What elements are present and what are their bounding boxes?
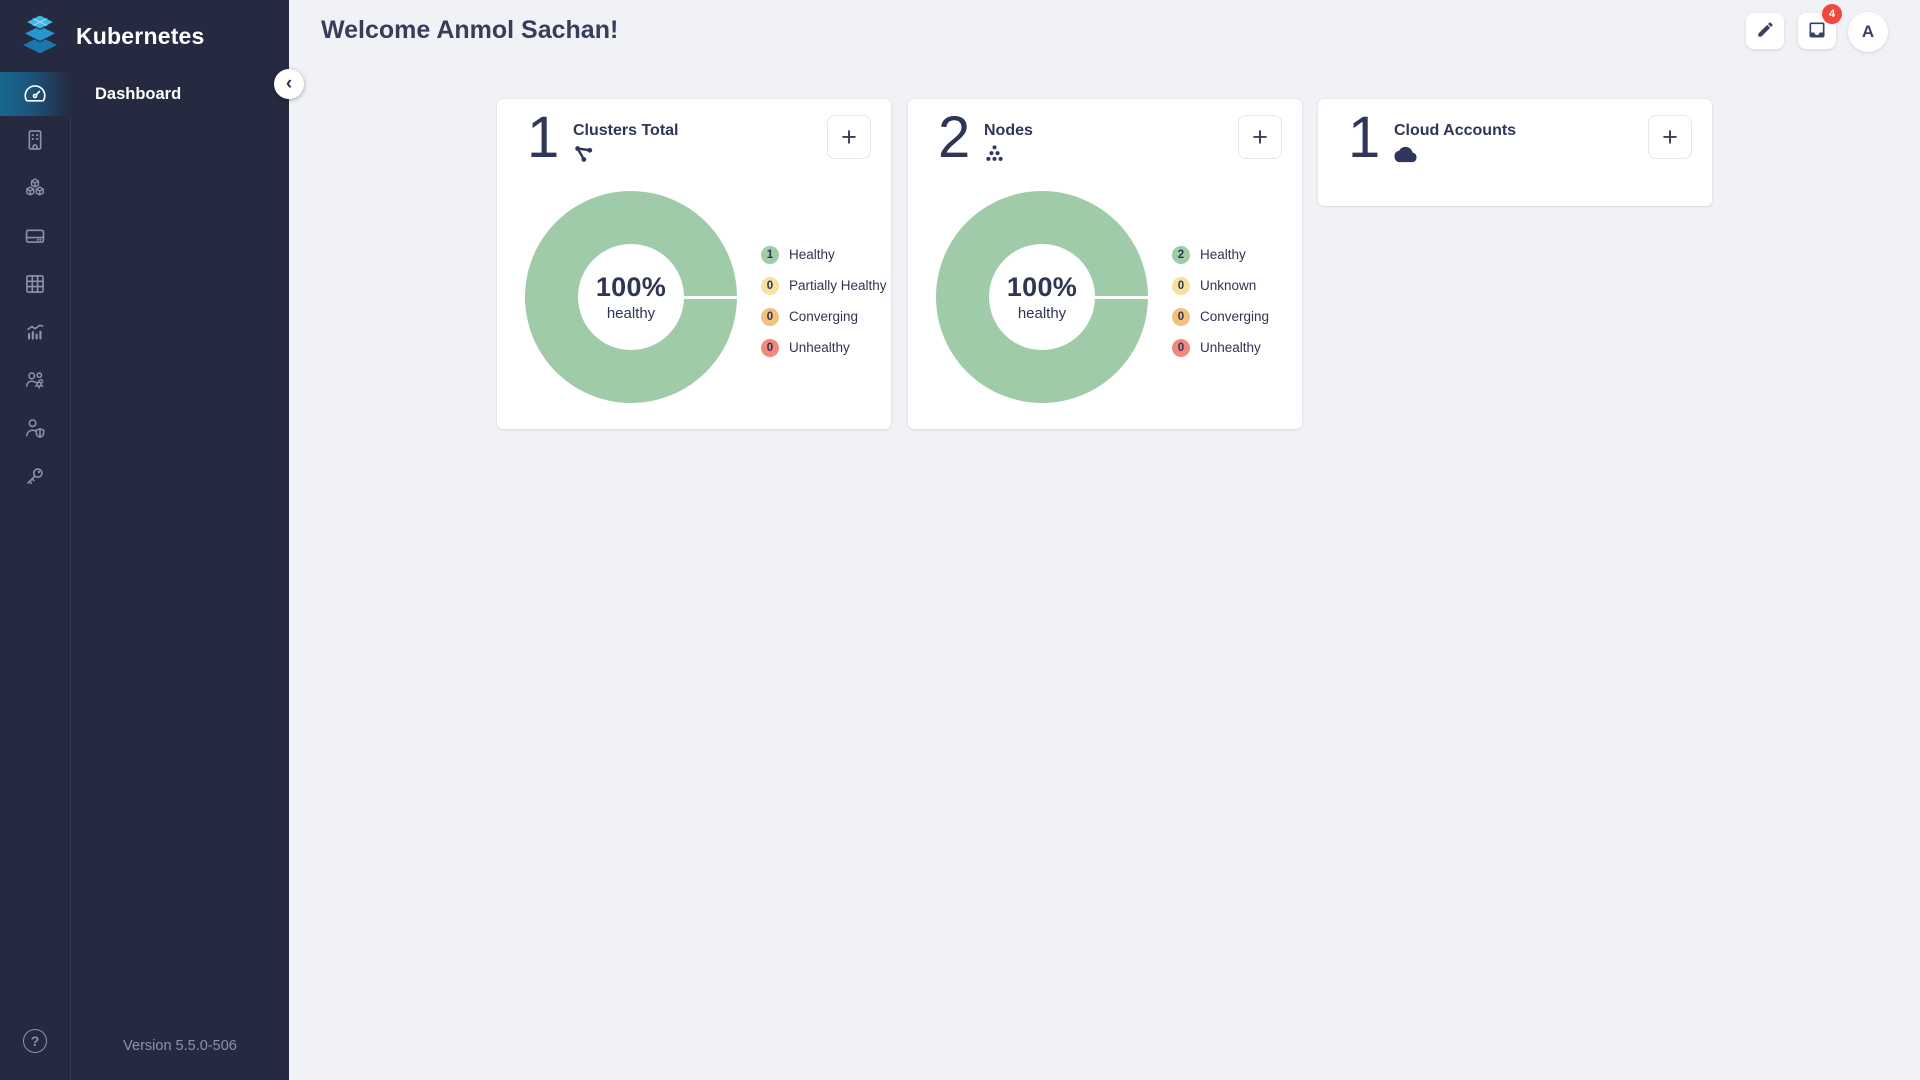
kubernetes-logo-icon	[17, 13, 63, 60]
legend-count-badge: 0	[761, 338, 779, 357]
sidebar-item-dashboard-label[interactable]: Dashboard	[71, 72, 289, 116]
cloud-accounts-count: 1	[1348, 105, 1381, 170]
nodes-count: 2	[938, 105, 971, 170]
legend-item: 2 Healthy	[1172, 245, 1269, 264]
key-icon	[22, 463, 48, 489]
icon-rail: ?	[0, 72, 71, 1080]
legend-label: Unknown	[1200, 278, 1257, 293]
help-glyph: ?	[30, 1033, 40, 1049]
clusters-health-label: healthy	[606, 305, 656, 322]
legend-item: 0 Unknown	[1172, 276, 1269, 295]
dashboard-label: Dashboard	[95, 84, 182, 103]
legend-label: Partially Healthy	[789, 278, 887, 293]
user-shield-icon	[22, 415, 48, 441]
donut-segment-gap	[631, 295, 737, 299]
clusters-donut-chart: 100% healthy	[525, 191, 737, 403]
legend-item: 1 Healthy	[761, 245, 887, 264]
clusters-card: 1 Clusters Total + 100% healthy 1 Health…	[497, 99, 891, 429]
nodes-health-percent: 100%	[1006, 272, 1078, 302]
chevron-left-icon: ‹	[285, 72, 293, 94]
legend-label: Healthy	[789, 247, 835, 262]
legend-count-badge: 0	[761, 276, 779, 295]
building-icon	[22, 127, 48, 153]
metrics-icon	[22, 319, 48, 345]
clusters-legend: 1 Healthy 0 Partially Healthy 0 Convergi…	[761, 245, 887, 357]
plus-icon: +	[841, 121, 857, 152]
clusters-health-percent: 100%	[595, 272, 667, 302]
page-title: Welcome Anmol Sachan!	[321, 16, 619, 44]
donut-center: 100% healthy	[989, 244, 1095, 350]
plus-icon: +	[1662, 121, 1678, 152]
brand-name: Kubernetes	[76, 22, 205, 49]
sidebar: Kubernetes	[0, 0, 289, 1080]
legend-count-badge: 0	[1172, 338, 1190, 357]
sidebar-item-profiles[interactable]	[0, 164, 71, 212]
legend-label: Converging	[1200, 309, 1270, 324]
legend-label: Converging	[789, 309, 859, 324]
legend-count-badge: 0	[761, 307, 779, 326]
inbox-icon	[1807, 20, 1827, 43]
legend-item: 0 Converging	[761, 307, 887, 326]
plus-icon: +	[1252, 121, 1268, 152]
version-text: Version 5.5.0-506	[123, 1038, 237, 1054]
sidebar-item-keys[interactable]	[0, 452, 71, 500]
sidebar-item-users[interactable]	[0, 356, 71, 404]
cloud-accounts-card-title: Cloud Accounts	[1394, 122, 1517, 139]
grid-icon	[22, 271, 48, 297]
legend-count-badge: 0	[1172, 307, 1190, 326]
help-icon[interactable]: ?	[23, 1029, 47, 1053]
legend-label: Unhealthy	[789, 340, 850, 355]
cloud-icon	[1394, 143, 1417, 171]
cluster-graph-icon	[573, 143, 594, 169]
add-node-button[interactable]: +	[1238, 115, 1282, 159]
clusters-count: 1	[527, 105, 560, 170]
cloud-accounts-card: 1 Cloud Accounts +	[1318, 99, 1712, 206]
sidebar-item-servers[interactable]	[0, 212, 71, 260]
add-cluster-button[interactable]: +	[827, 115, 871, 159]
sidebar-item-roles[interactable]	[0, 404, 71, 452]
sidebar-item-dashboard[interactable]	[0, 72, 71, 116]
legend-count-badge: 1	[761, 245, 779, 264]
sidebar-collapse-button[interactable]: ‹	[274, 69, 304, 99]
edit-button[interactable]	[1746, 13, 1784, 49]
legend-item: 0 Unhealthy	[1172, 338, 1269, 357]
legend-item: 0 Unhealthy	[761, 338, 887, 357]
nodes-card-title: Nodes	[984, 122, 1033, 139]
sidebar-item-organization[interactable]	[0, 116, 71, 164]
server-icon	[22, 223, 48, 249]
nodes-dots-icon	[984, 143, 1005, 169]
notifications-count-badge: 4	[1822, 4, 1842, 24]
team-settings-icon	[22, 367, 48, 393]
brand: Kubernetes	[0, 0, 289, 72]
sidebar-item-metrics[interactable]	[0, 308, 71, 356]
cubes-icon	[22, 175, 48, 201]
nodes-donut-chart: 100% healthy	[936, 191, 1148, 403]
avatar-initial: A	[1861, 22, 1875, 41]
legend-label: Healthy	[1200, 247, 1246, 262]
avatar[interactable]: A	[1848, 12, 1888, 52]
nodes-health-label: healthy	[1017, 305, 1067, 322]
sidebar-item-apps[interactable]	[0, 260, 71, 308]
clusters-card-title: Clusters Total	[573, 122, 679, 139]
legend-count-badge: 2	[1172, 245, 1190, 264]
add-cloud-account-button[interactable]: +	[1648, 115, 1692, 159]
donut-segment-gap	[1042, 295, 1148, 299]
legend-label: Unhealthy	[1200, 340, 1261, 355]
dashboard-icon	[22, 81, 48, 107]
legend-count-badge: 0	[1172, 276, 1190, 295]
legend-item: 0 Partially Healthy	[761, 276, 887, 295]
legend-item: 0 Converging	[1172, 307, 1269, 326]
sidebar-menu-panel: Dashboard Version 5.5.0-506	[71, 72, 289, 1080]
pencil-icon	[1756, 20, 1775, 42]
nodes-card: 2 Nodes + 100% healthy 2 Healthy 0 Unkno…	[908, 99, 1302, 429]
nodes-legend: 2 Healthy 0 Unknown 0 Converging 0 Unhea…	[1172, 245, 1269, 357]
donut-center: 100% healthy	[578, 244, 684, 350]
